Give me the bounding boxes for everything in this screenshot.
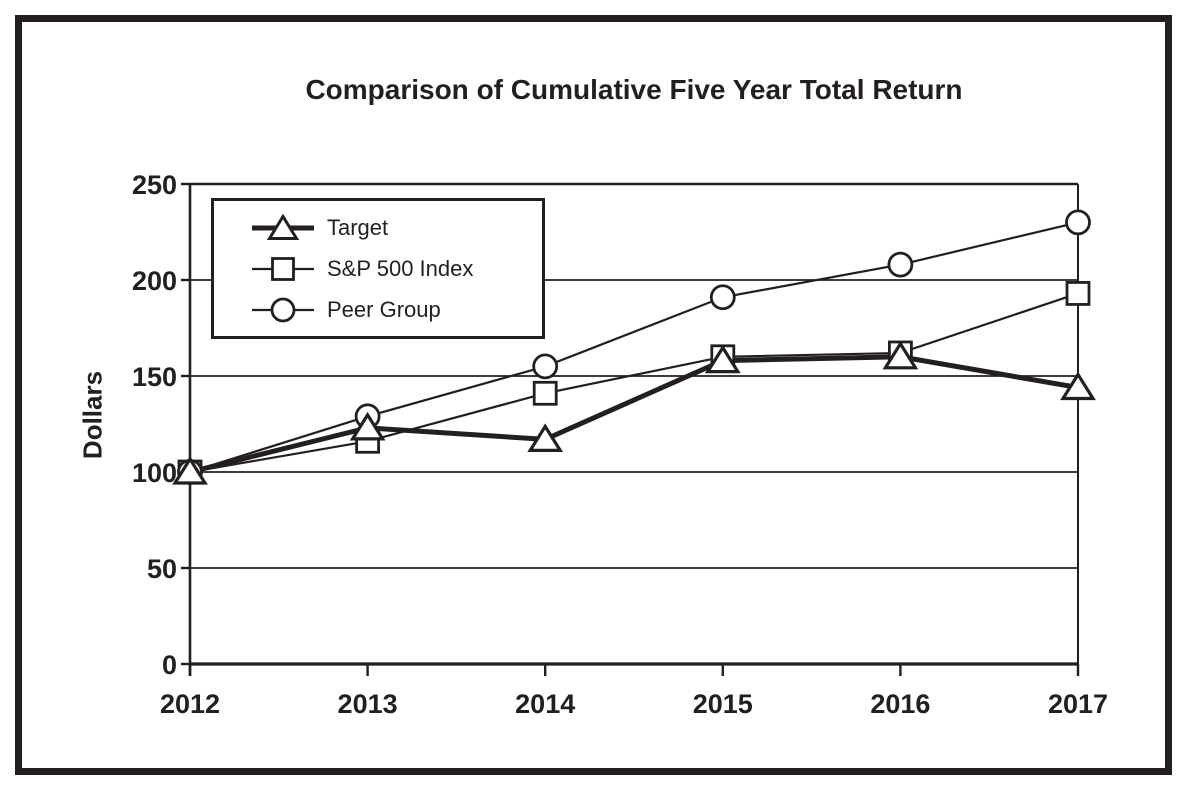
x-tick-label: 2012 — [160, 689, 220, 719]
triangle-marker-icon — [882, 340, 919, 370]
x-tick-label: 2013 — [338, 689, 398, 719]
legend-label-peer-group: Peer Group — [327, 296, 441, 322]
y-tick-label: 200 — [132, 266, 177, 296]
target-line-sample — [252, 213, 314, 240]
triangle-marker-icon — [349, 411, 386, 441]
x-tick-label: 2017 — [1048, 689, 1108, 719]
chart-title: Comparison of Cumulative Five Year Total… — [305, 74, 963, 105]
sp500-line-sample — [252, 256, 314, 281]
triangle-marker-icon — [1060, 371, 1096, 401]
y-tick-label: 150 — [132, 362, 177, 392]
legend-label-sp500: S&P 500 Index — [327, 255, 474, 281]
x-tick-label: 2016 — [870, 689, 930, 719]
y-tick-label: 50 — [147, 554, 177, 584]
circle-marker-icon — [887, 251, 914, 278]
legend: Target S&P 500 Index Peer Group — [211, 198, 545, 339]
square-marker-icon — [1065, 281, 1091, 306]
y-tick-label: 100 — [132, 458, 177, 488]
circle-marker-icon — [1065, 209, 1091, 236]
y-tick-label: 0 — [162, 650, 177, 680]
legend-item-target: Target — [252, 213, 542, 243]
triangle-marker-icon — [527, 423, 564, 452]
circle-marker-icon — [532, 353, 559, 380]
triangle-marker-icon — [704, 344, 741, 374]
series-line-target — [189, 354, 1079, 475]
circle-marker-icon — [270, 297, 296, 322]
series-line-s-p-500-index — [189, 292, 1079, 474]
y-tick-label: 250 — [132, 170, 177, 200]
triangle-marker-icon — [172, 455, 208, 485]
x-tick-label: 2015 — [693, 689, 753, 719]
circle-marker-icon — [709, 284, 736, 311]
square-marker-icon — [532, 380, 558, 406]
peer-group-line-sample — [252, 297, 314, 322]
legend-item-sp500: S&P 500 Index — [252, 254, 542, 284]
legend-label-target: Target — [327, 214, 389, 240]
series-line-peer-group — [189, 221, 1079, 474]
x-tick-label: 2014 — [515, 689, 575, 719]
legend-item-peer-group: Peer Group — [252, 295, 542, 325]
triangle-marker-icon — [266, 213, 300, 240]
square-marker-icon — [271, 256, 295, 281]
